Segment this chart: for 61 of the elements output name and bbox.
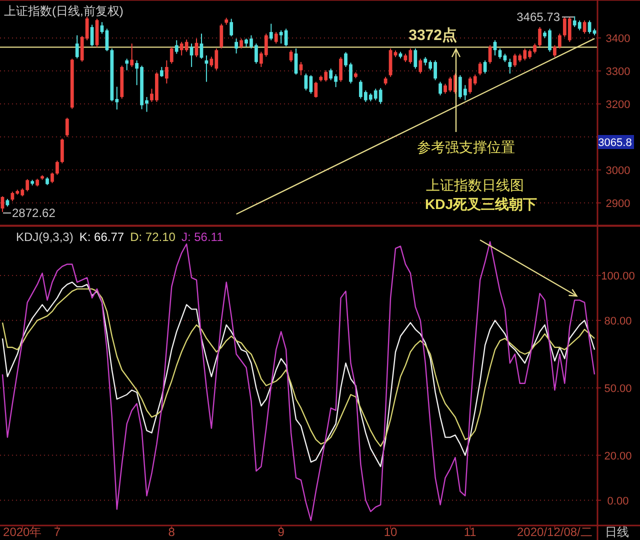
y-tick-label: 3300 <box>606 66 630 78</box>
candlestick <box>170 46 174 64</box>
x-tick-label: 10 <box>384 525 398 539</box>
y-tick-label: 100.00 <box>601 270 635 282</box>
candlestick <box>478 62 482 76</box>
annotation: 2872.62 <box>12 206 56 220</box>
candlestick <box>240 38 243 49</box>
y-tick-label: 3000 <box>606 164 630 177</box>
text: D: 72.10 <box>130 230 176 244</box>
candlestick <box>220 23 224 49</box>
candlestick <box>508 58 512 74</box>
candlestick <box>438 81 442 96</box>
x-tick-label: 8 <box>168 525 176 539</box>
chart-title: 上证指数(日线,前复权) <box>4 4 124 18</box>
x-tick-label: 11 <box>464 525 477 539</box>
annotation: 上证指数日线图 <box>426 177 524 193</box>
text: 日线 <box>605 525 629 539</box>
annotation: KDJ死叉三线朝下 <box>424 196 538 212</box>
x-tick-label: 2020年 <box>3 525 42 539</box>
candlestick <box>60 138 64 164</box>
candlestick <box>588 20 592 34</box>
candlestick <box>174 40 178 54</box>
candlestick <box>50 172 54 184</box>
candlestick <box>230 18 234 37</box>
candlestick <box>414 48 418 70</box>
text: K: 66.77 <box>79 230 124 244</box>
annotation: 参考强支撑位置 <box>417 139 515 155</box>
candlestick <box>553 44 556 58</box>
candlestick <box>164 60 168 84</box>
y-tick-label: 80.00 <box>604 315 632 328</box>
candlestick <box>125 58 129 71</box>
candlestick <box>56 160 59 176</box>
y-tick-label: 2900 <box>606 198 630 210</box>
candlestick <box>234 38 238 54</box>
y-tick-label: 3400 <box>606 32 630 45</box>
candlestick <box>75 34 79 59</box>
candlestick <box>299 62 303 76</box>
candlestick <box>538 26 542 48</box>
y-tick-label: 3200 <box>606 98 630 111</box>
candlestick <box>483 60 487 74</box>
ref-line-label: 3372点 <box>408 27 458 44</box>
series-label: J: 56.11 <box>181 230 224 244</box>
candlestick <box>274 32 278 44</box>
y-tick-label: 20.00 <box>604 450 632 462</box>
x-tick-label: 9 <box>278 525 285 539</box>
annotation: 3465.73 <box>516 10 560 24</box>
candlestick <box>314 81 318 98</box>
text: 3065.8 <box>598 137 632 149</box>
candlestick <box>418 58 422 74</box>
candlestick <box>160 66 164 78</box>
chart-title: KDJ(9,3,3) <box>16 230 74 244</box>
candlestick <box>130 43 134 68</box>
x-tick-label: 2020/12/08/二 <box>517 525 592 539</box>
candlestick <box>65 117 69 138</box>
candlestick <box>339 56 342 82</box>
y-tick-label: 0.00 <box>607 495 629 508</box>
y-tick-label: 50.00 <box>604 382 632 395</box>
candlestick <box>582 20 586 34</box>
candlestick <box>269 23 273 41</box>
x-tick-label: 7 <box>54 525 61 539</box>
candlestick <box>558 33 562 49</box>
